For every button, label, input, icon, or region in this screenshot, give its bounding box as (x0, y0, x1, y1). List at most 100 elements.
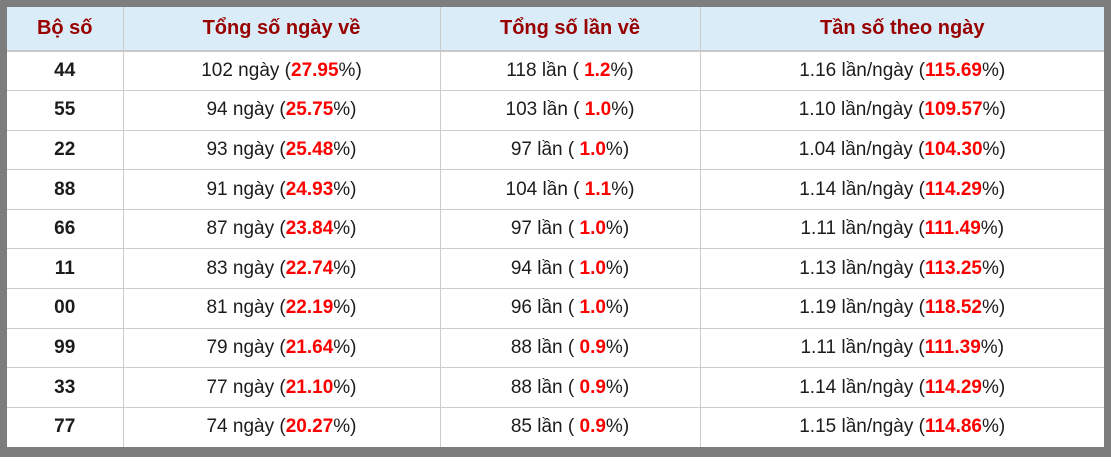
frequency-cell-percent: 114.29 (924, 376, 983, 398)
frequency-cell: 1.16 lần/ngày (115.69%) (699, 51, 1104, 92)
frequency-cell-percent: 115.69 (924, 60, 983, 82)
pair-number-cell: 44 (7, 51, 123, 92)
days-cell: 81 ngày (22.19%) (122, 288, 440, 329)
frequency-cell: 1.04 lần/ngày (104.30%) (699, 130, 1104, 171)
days-cell-suffix: %) (333, 416, 357, 438)
pair-number-cell: 33 (7, 367, 123, 408)
times-cell-text: 94 lần ( (510, 257, 580, 279)
frequency-cell: 1.14 lần/ngày (114.29%) (699, 367, 1104, 408)
days-cell-text: 74 ngày ( (206, 416, 286, 438)
frequency-cell-suffix: %) (982, 138, 1006, 160)
frequency-cell-text: 1.11 lần/ngày ( (800, 336, 925, 358)
times-cell: 85 lần ( 0.9%) (439, 407, 700, 447)
times-cell: 94 lần ( 1.0%) (439, 248, 700, 290)
table-row: 55 94 ngày (25.75%) 103 lần ( 1.0%) 1.10 lầ… (7, 90, 1104, 131)
frequency-cell: 1.10 lần/ngày (109.57%) (699, 90, 1104, 131)
pair-number-cell: 00 (7, 288, 123, 329)
times-cell-text: 97 lần ( (510, 218, 580, 240)
days-cell-text: 93 ngày ( (206, 138, 286, 160)
times-cell: 96 lần ( 1.0%) (439, 288, 700, 329)
pair-number-cell: 88 (7, 169, 123, 210)
days-cell-percent: 22.19 (285, 297, 334, 319)
days-cell-percent: 27.95 (291, 60, 339, 82)
frequency-cell-percent: 114.86 (924, 416, 983, 438)
pair-number-cell: 11 (7, 248, 123, 290)
times-cell-suffix: %) (605, 376, 630, 398)
table-row: 11 83 ngày (22.74%) 94 lần ( 1.0%) 1.13 lần… (7, 248, 1104, 290)
frequency-cell-percent: 104.30 (924, 138, 983, 160)
frequency-cell-text: 1.13 lần/ngày ( (799, 257, 925, 279)
days-cell-text: 83 ngày ( (206, 257, 286, 279)
days-cell-text: 77 ngày ( (206, 376, 286, 398)
times-cell-percent: 1.0 (579, 138, 606, 160)
frequency-cell-text: 1.19 lần/ngày ( (799, 297, 925, 319)
days-cell-suffix: %) (333, 376, 357, 398)
days-cell: 91 ngày (24.93%) (122, 169, 440, 210)
days-cell-suffix: %) (333, 218, 357, 240)
times-cell-suffix: %) (605, 218, 630, 240)
table-row: 00 81 ngày (22.19%) 96 lần ( 1.0%) 1.19 lần… (7, 288, 1104, 329)
times-cell-percent: 0.9 (579, 336, 606, 358)
times-cell-text: 88 lần ( (510, 376, 580, 398)
table-row: 77 74 ngày (20.27%) 85 lần ( 0.9%) 1.15 lần… (7, 407, 1104, 447)
days-cell: 93 ngày (25.48%) (122, 130, 440, 171)
times-cell-text: 96 lần ( (510, 297, 580, 319)
days-cell-suffix: %) (333, 99, 357, 121)
days-cell-percent: 25.75 (285, 99, 334, 121)
frequency-cell: 1.19 lần/ngày (118.52%) (699, 288, 1104, 329)
days-cell-percent: 21.64 (285, 336, 334, 358)
times-cell: 103 lần ( 1.0%) (439, 90, 700, 131)
column-header-times: Tổng số lần về (439, 7, 700, 52)
frequency-cell-text: 1.16 lần/ngày ( (799, 60, 925, 82)
table-row: 33 77 ngày (21.10%) 88 lần ( 0.9%) 1.14 lần… (7, 367, 1104, 408)
table-row: 99 79 ngày (21.64%) 88 lần ( 0.9%) 1.11 lần… (7, 328, 1104, 369)
table-row: 22 93 ngày (25.48%) 97 lần ( 1.0%) 1.04 lần… (7, 130, 1104, 171)
days-cell-suffix: %) (333, 297, 357, 319)
times-cell-percent: 0.9 (579, 416, 606, 438)
times-cell: 104 lần ( 1.1%) (439, 169, 700, 210)
times-cell-suffix: %) (605, 138, 630, 160)
frequency-cell: 1.11 lần/ngày (111.39%) (699, 328, 1104, 369)
lottery-pair-stats-table: Bộ số Tổng số ngày về Tổng số lần về Tần… (7, 7, 1104, 447)
frequency-cell-text: 1.15 lần/ngày ( (799, 416, 925, 438)
table-row: 44 102 ngày (27.95%) 118 lần ( 1.2%) 1.16 l… (7, 51, 1104, 92)
frequency-cell-suffix: %) (982, 99, 1006, 121)
frequency-cell-suffix: %) (982, 257, 1006, 279)
frequency-cell-text: 1.04 lần/ngày ( (798, 138, 925, 160)
days-cell-text: 94 ngày ( (206, 99, 286, 121)
table-row: 66 87 ngày (23.84%) 97 lần ( 1.0%) 1.11 lần… (7, 209, 1104, 250)
frequency-cell-suffix: %) (982, 60, 1006, 82)
days-cell-percent: 22.74 (285, 257, 334, 279)
times-cell-percent: 1.0 (579, 257, 606, 279)
table-row: 88 91 ngày (24.93%) 104 lần ( 1.1%) 1.14 lầ… (7, 169, 1104, 210)
table-header: Bộ số Tổng số ngày về Tổng số lần về Tần… (7, 7, 1104, 52)
column-header-days: Tổng số ngày về (122, 7, 440, 52)
times-cell-text: 85 lần ( (510, 416, 580, 438)
times-cell: 97 lần ( 1.0%) (439, 130, 700, 171)
days-cell-suffix: %) (333, 336, 357, 358)
frequency-cell-percent: 109.57 (924, 99, 983, 121)
days-cell-percent: 25.48 (285, 138, 334, 160)
frequency-cell-text: 1.11 lần/ngày ( (800, 218, 925, 240)
days-cell-suffix: %) (333, 178, 357, 200)
table-body: 44 102 ngày (27.95%) 118 lần ( 1.2%) 1.16 l… (7, 51, 1104, 447)
frequency-cell-suffix: %) (982, 297, 1006, 319)
times-cell-percent: 0.9 (579, 376, 606, 398)
days-cell-text: 79 ngày ( (206, 336, 286, 358)
frequency-cell-percent: 118.52 (924, 297, 983, 319)
times-cell: 88 lần ( 0.9%) (439, 328, 700, 369)
pair-number-cell: 99 (7, 328, 123, 369)
frequency-cell-percent: 111.39 (924, 336, 981, 358)
times-cell-suffix: %) (605, 257, 630, 279)
times-cell: 97 lần ( 1.0%) (439, 209, 700, 250)
pair-number-cell: 22 (7, 130, 123, 171)
days-cell-suffix: %) (333, 138, 357, 160)
frequency-cell-percent: 111.49 (924, 218, 981, 240)
times-cell-text: 104 lần ( (505, 178, 585, 200)
times-cell-percent: 1.0 (584, 99, 612, 121)
times-cell-text: 118 lần ( (506, 60, 585, 82)
days-cell-text: 87 ngày ( (206, 218, 286, 240)
frequency-cell-percent: 114.29 (924, 178, 983, 200)
days-cell-suffix: %) (333, 257, 357, 279)
